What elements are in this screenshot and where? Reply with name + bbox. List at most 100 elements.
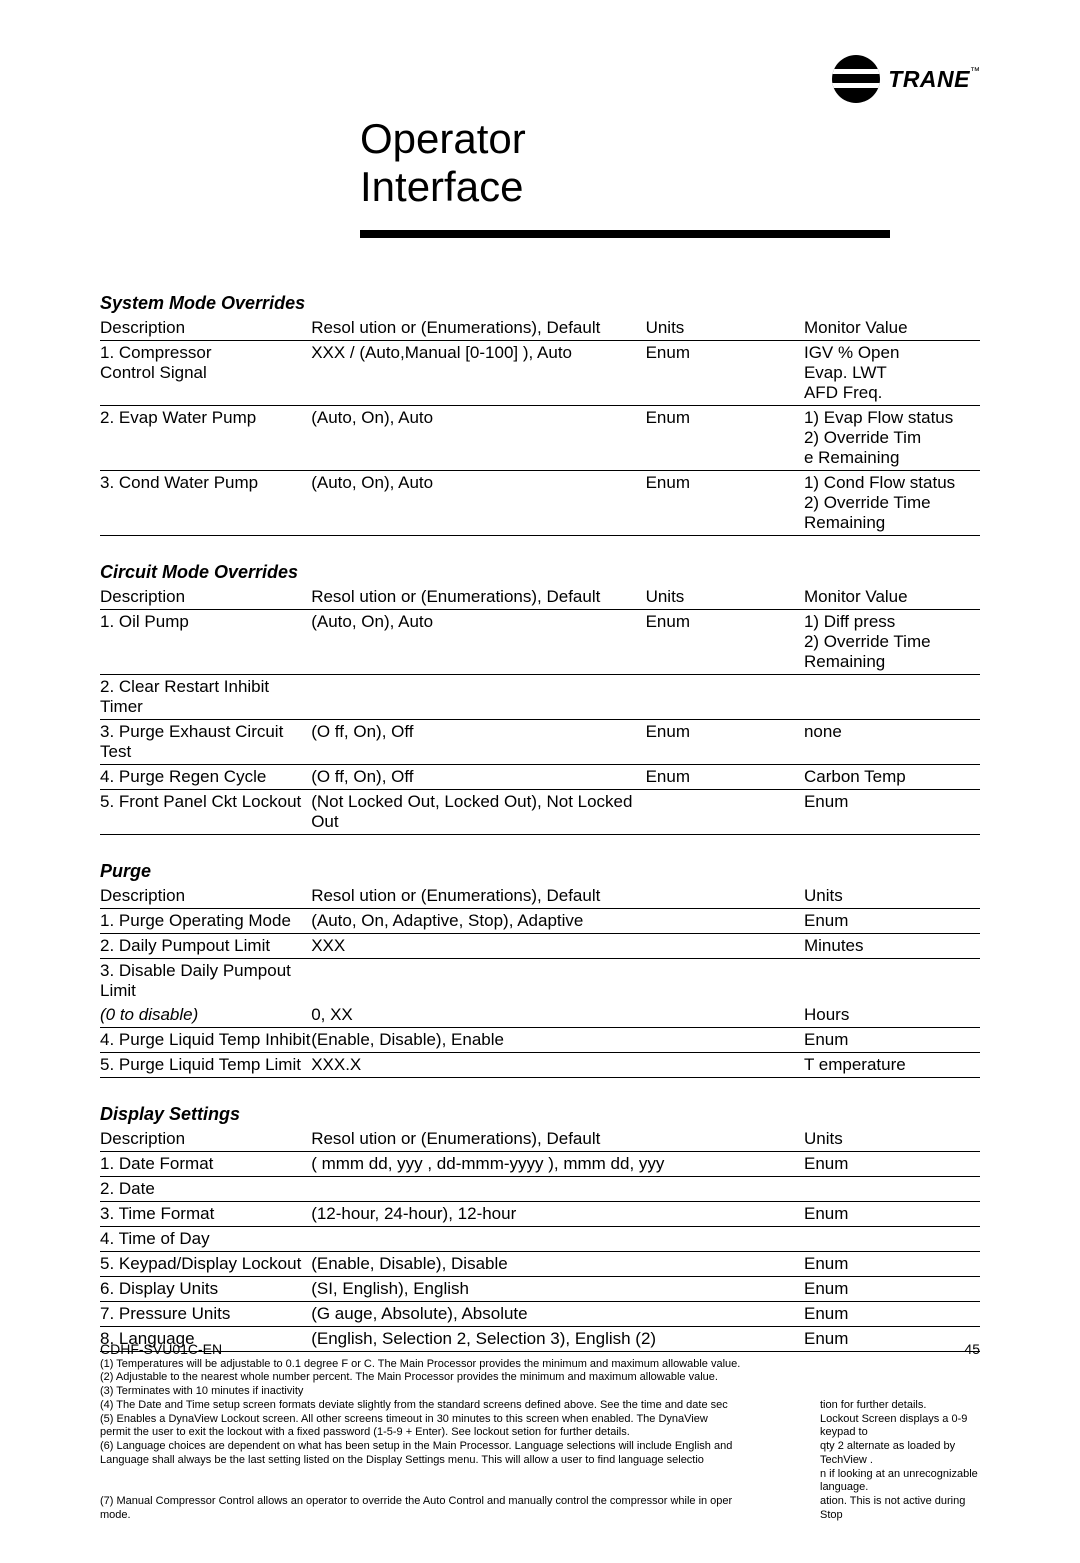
table-row: 3. Time Format(12-hour, 24-hour), 12-hou… xyxy=(100,1201,980,1226)
table-row: 1. CompressorControl SignalXXX / (Auto,M… xyxy=(100,340,980,405)
cell-desc: 3. Purge Exhaust Circuit Test xyxy=(100,719,311,764)
cell-monitor: 1) Cond Flow status2) Override Time Rema… xyxy=(804,470,980,535)
cell-units: Enum xyxy=(804,908,980,933)
th-desc: Description xyxy=(100,884,311,909)
table-row: 1. Oil Pump(Auto, On), AutoEnum1) Diff p… xyxy=(100,609,980,674)
cell-desc: 4. Purge Liquid Temp Inhibit xyxy=(100,1027,311,1052)
cell-resol: (G auge, Absolute), Absolute xyxy=(311,1301,804,1326)
table-row: 3. Disable Daily Pumpout Limit xyxy=(100,958,980,1003)
footnote: (6) Language choices are dependent on wh… xyxy=(100,1440,980,1495)
cell-units: Enum xyxy=(804,1251,980,1276)
section-title-circuit-mode: Circuit Mode Overrides xyxy=(100,562,980,583)
table-row: 4. Purge Regen Cycle(O ff, On), OffEnumC… xyxy=(100,764,980,789)
cell-desc: 3. Time Format xyxy=(100,1201,311,1226)
th-units: Units xyxy=(646,316,804,341)
cell-units: Enum xyxy=(804,1301,980,1326)
table-system-mode: Description Resol ution or (Enumerations… xyxy=(100,316,980,536)
tbody-display: 1. Date Format( mmm dd, yyy , dd-mmm-yyy… xyxy=(100,1151,980,1351)
cell-desc: 2. Date xyxy=(100,1176,311,1201)
cell-desc: 2. Clear Restart Inhibit Timer xyxy=(100,674,311,719)
table-row: 1. Purge Operating Mode(Auto, On, Adapti… xyxy=(100,908,980,933)
cell-desc: 5. Keypad/Display Lockout xyxy=(100,1251,311,1276)
section-title-display: Display Settings xyxy=(100,1104,980,1125)
th-resol: Resol ution or (Enumerations), Default xyxy=(311,884,804,909)
cell-desc: 6. Display Units xyxy=(100,1276,311,1301)
table-row: 5. Purge Liquid Temp LimitXXX.XT emperat… xyxy=(100,1052,980,1077)
cell-resol: XXX.X xyxy=(311,1052,804,1077)
cell-units: Enum xyxy=(646,764,804,789)
table-purge: Description Resol ution or (Enumerations… xyxy=(100,884,980,1078)
table-display-settings: Description Resol ution or (Enumerations… xyxy=(100,1127,980,1352)
footnote: (2) Adjustable to the nearest whole numb… xyxy=(100,1371,980,1385)
table-row: 3. Purge Exhaust Circuit Test(O ff, On),… xyxy=(100,719,980,764)
cell-desc: 1. Oil Pump xyxy=(100,609,311,674)
table-row: 1. Date Format( mmm dd, yyy , dd-mmm-yyy… xyxy=(100,1151,980,1176)
footnotes: (1) Temperatures will be adjustable to 0… xyxy=(100,1358,980,1523)
cell-desc: 7. Pressure Units xyxy=(100,1301,311,1326)
table-row: 6. Display Units(SI, English), EnglishEn… xyxy=(100,1276,980,1301)
cell-resol: (12-hour, 24-hour), 12-hour xyxy=(311,1201,804,1226)
th-monitor: Monitor Value xyxy=(804,585,980,610)
cell-resol: XXX / (Auto,Manual [0-100] ), Auto xyxy=(311,340,645,405)
table-row: 3. Cond Water Pump(Auto, On), AutoEnum1)… xyxy=(100,470,980,535)
cell-units xyxy=(804,1176,980,1201)
title-rule xyxy=(360,230,890,238)
cell-monitor xyxy=(804,674,980,719)
cell-desc: 4. Time of Day xyxy=(100,1226,311,1251)
tbody-circuit-mode: 1. Oil Pump(Auto, On), AutoEnum1) Diff p… xyxy=(100,609,980,834)
table-row: 2. Daily Pumpout LimitXXXMinutes xyxy=(100,933,980,958)
table-row: (0 to disable)0, XXHours xyxy=(100,1003,980,1028)
cell-monitor: Enum xyxy=(804,789,980,834)
th-resol: Resol ution or (Enumerations), Default xyxy=(311,1127,804,1152)
logo-icon xyxy=(832,55,880,103)
section-title-purge: Purge xyxy=(100,861,980,882)
table-circuit-mode: Description Resol ution or (Enumerations… xyxy=(100,585,980,835)
table-row: 2. Evap Water Pump(Auto, On), AutoEnum1)… xyxy=(100,405,980,470)
cell-monitor: Carbon Temp xyxy=(804,764,980,789)
cell-resol xyxy=(311,674,645,719)
cell-resol: 0, XX xyxy=(311,1003,804,1028)
cell-monitor: 1) Evap Flow status2) Override Time Rema… xyxy=(804,405,980,470)
footer-doc: CDHF-SVU01C-EN xyxy=(100,1341,222,1357)
cell-resol: (Auto, On), Auto xyxy=(311,470,645,535)
th-units: Units xyxy=(804,1127,980,1152)
table-row: 4. Time of Day xyxy=(100,1226,980,1251)
cell-units xyxy=(804,1226,980,1251)
cell-units: Minutes xyxy=(804,933,980,958)
table-row: 4. Purge Liquid Temp Inhibit(Enable, Dis… xyxy=(100,1027,980,1052)
cell-desc: 1. Date Format xyxy=(100,1151,311,1176)
table-row: 7. Pressure Units(G auge, Absolute), Abs… xyxy=(100,1301,980,1326)
cell-resol xyxy=(311,1176,804,1201)
cell-units: Enum xyxy=(804,1151,980,1176)
th-desc: Description xyxy=(100,585,311,610)
cell-resol: (O ff, On), Off xyxy=(311,719,645,764)
th-resol: Resol ution or (Enumerations), Default xyxy=(311,316,645,341)
cell-units: Enum xyxy=(804,1276,980,1301)
cell-desc: (0 to disable) xyxy=(100,1003,311,1028)
table-row: 5. Keypad/Display Lockout(Enable, Disabl… xyxy=(100,1251,980,1276)
cell-units: Enum xyxy=(646,405,804,470)
cell-units: Hours xyxy=(804,1003,980,1028)
th-desc: Description xyxy=(100,1127,311,1152)
cell-units xyxy=(646,789,804,834)
cell-resol: (Auto, On, Adaptive, Stop), Adaptive xyxy=(311,908,804,933)
footnote: (5) Enables a DynaView Lockout screen. A… xyxy=(100,1413,980,1441)
cell-resol: (Auto, On), Auto xyxy=(311,405,645,470)
cell-resol xyxy=(311,958,804,1003)
th-desc: Description xyxy=(100,316,311,341)
cell-resol: (Not Locked Out, Locked Out), Not Locked… xyxy=(311,789,645,834)
cell-resol: (Auto, On), Auto xyxy=(311,609,645,674)
cell-units: Enum xyxy=(646,470,804,535)
tbody-system-mode: 1. CompressorControl SignalXXX / (Auto,M… xyxy=(100,340,980,535)
cell-desc: 1. CompressorControl Signal xyxy=(100,340,311,405)
brand-name: TRANE™ xyxy=(888,66,980,93)
table-row: 5. Front Panel Ckt Lockout(Not Locked Ou… xyxy=(100,789,980,834)
page-title: OperatorInterface xyxy=(360,115,980,212)
section-title-system-mode: System Mode Overrides xyxy=(100,293,980,314)
cell-desc: 5. Purge Liquid Temp Limit xyxy=(100,1052,311,1077)
cell-resol: (O ff, On), Off xyxy=(311,764,645,789)
footnote: (1) Temperatures will be adjustable to 0… xyxy=(100,1358,980,1372)
tbody-purge: 1. Purge Operating Mode(Auto, On, Adapti… xyxy=(100,908,980,1077)
table-row: 2. Clear Restart Inhibit Timer xyxy=(100,674,980,719)
cell-desc: 5. Front Panel Ckt Lockout xyxy=(100,789,311,834)
